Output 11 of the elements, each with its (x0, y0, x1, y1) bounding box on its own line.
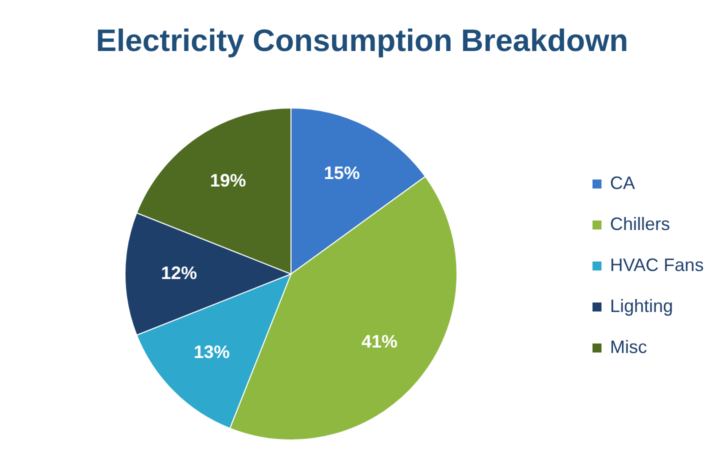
legend-label: Chillers (610, 214, 670, 234)
data-label: 13% (194, 342, 230, 362)
data-label: 15% (324, 163, 360, 184)
chart-title: Electricity Consumption Breakdown (96, 23, 628, 58)
legend-label: CA (610, 173, 636, 193)
legend-label: HVAC Fans (610, 255, 704, 275)
legend-label: Lighting (610, 296, 674, 316)
legend-label: Misc (610, 337, 647, 357)
data-label: 41% (361, 332, 398, 352)
data-label: 19% (210, 170, 246, 190)
data-label: 12% (160, 263, 198, 283)
